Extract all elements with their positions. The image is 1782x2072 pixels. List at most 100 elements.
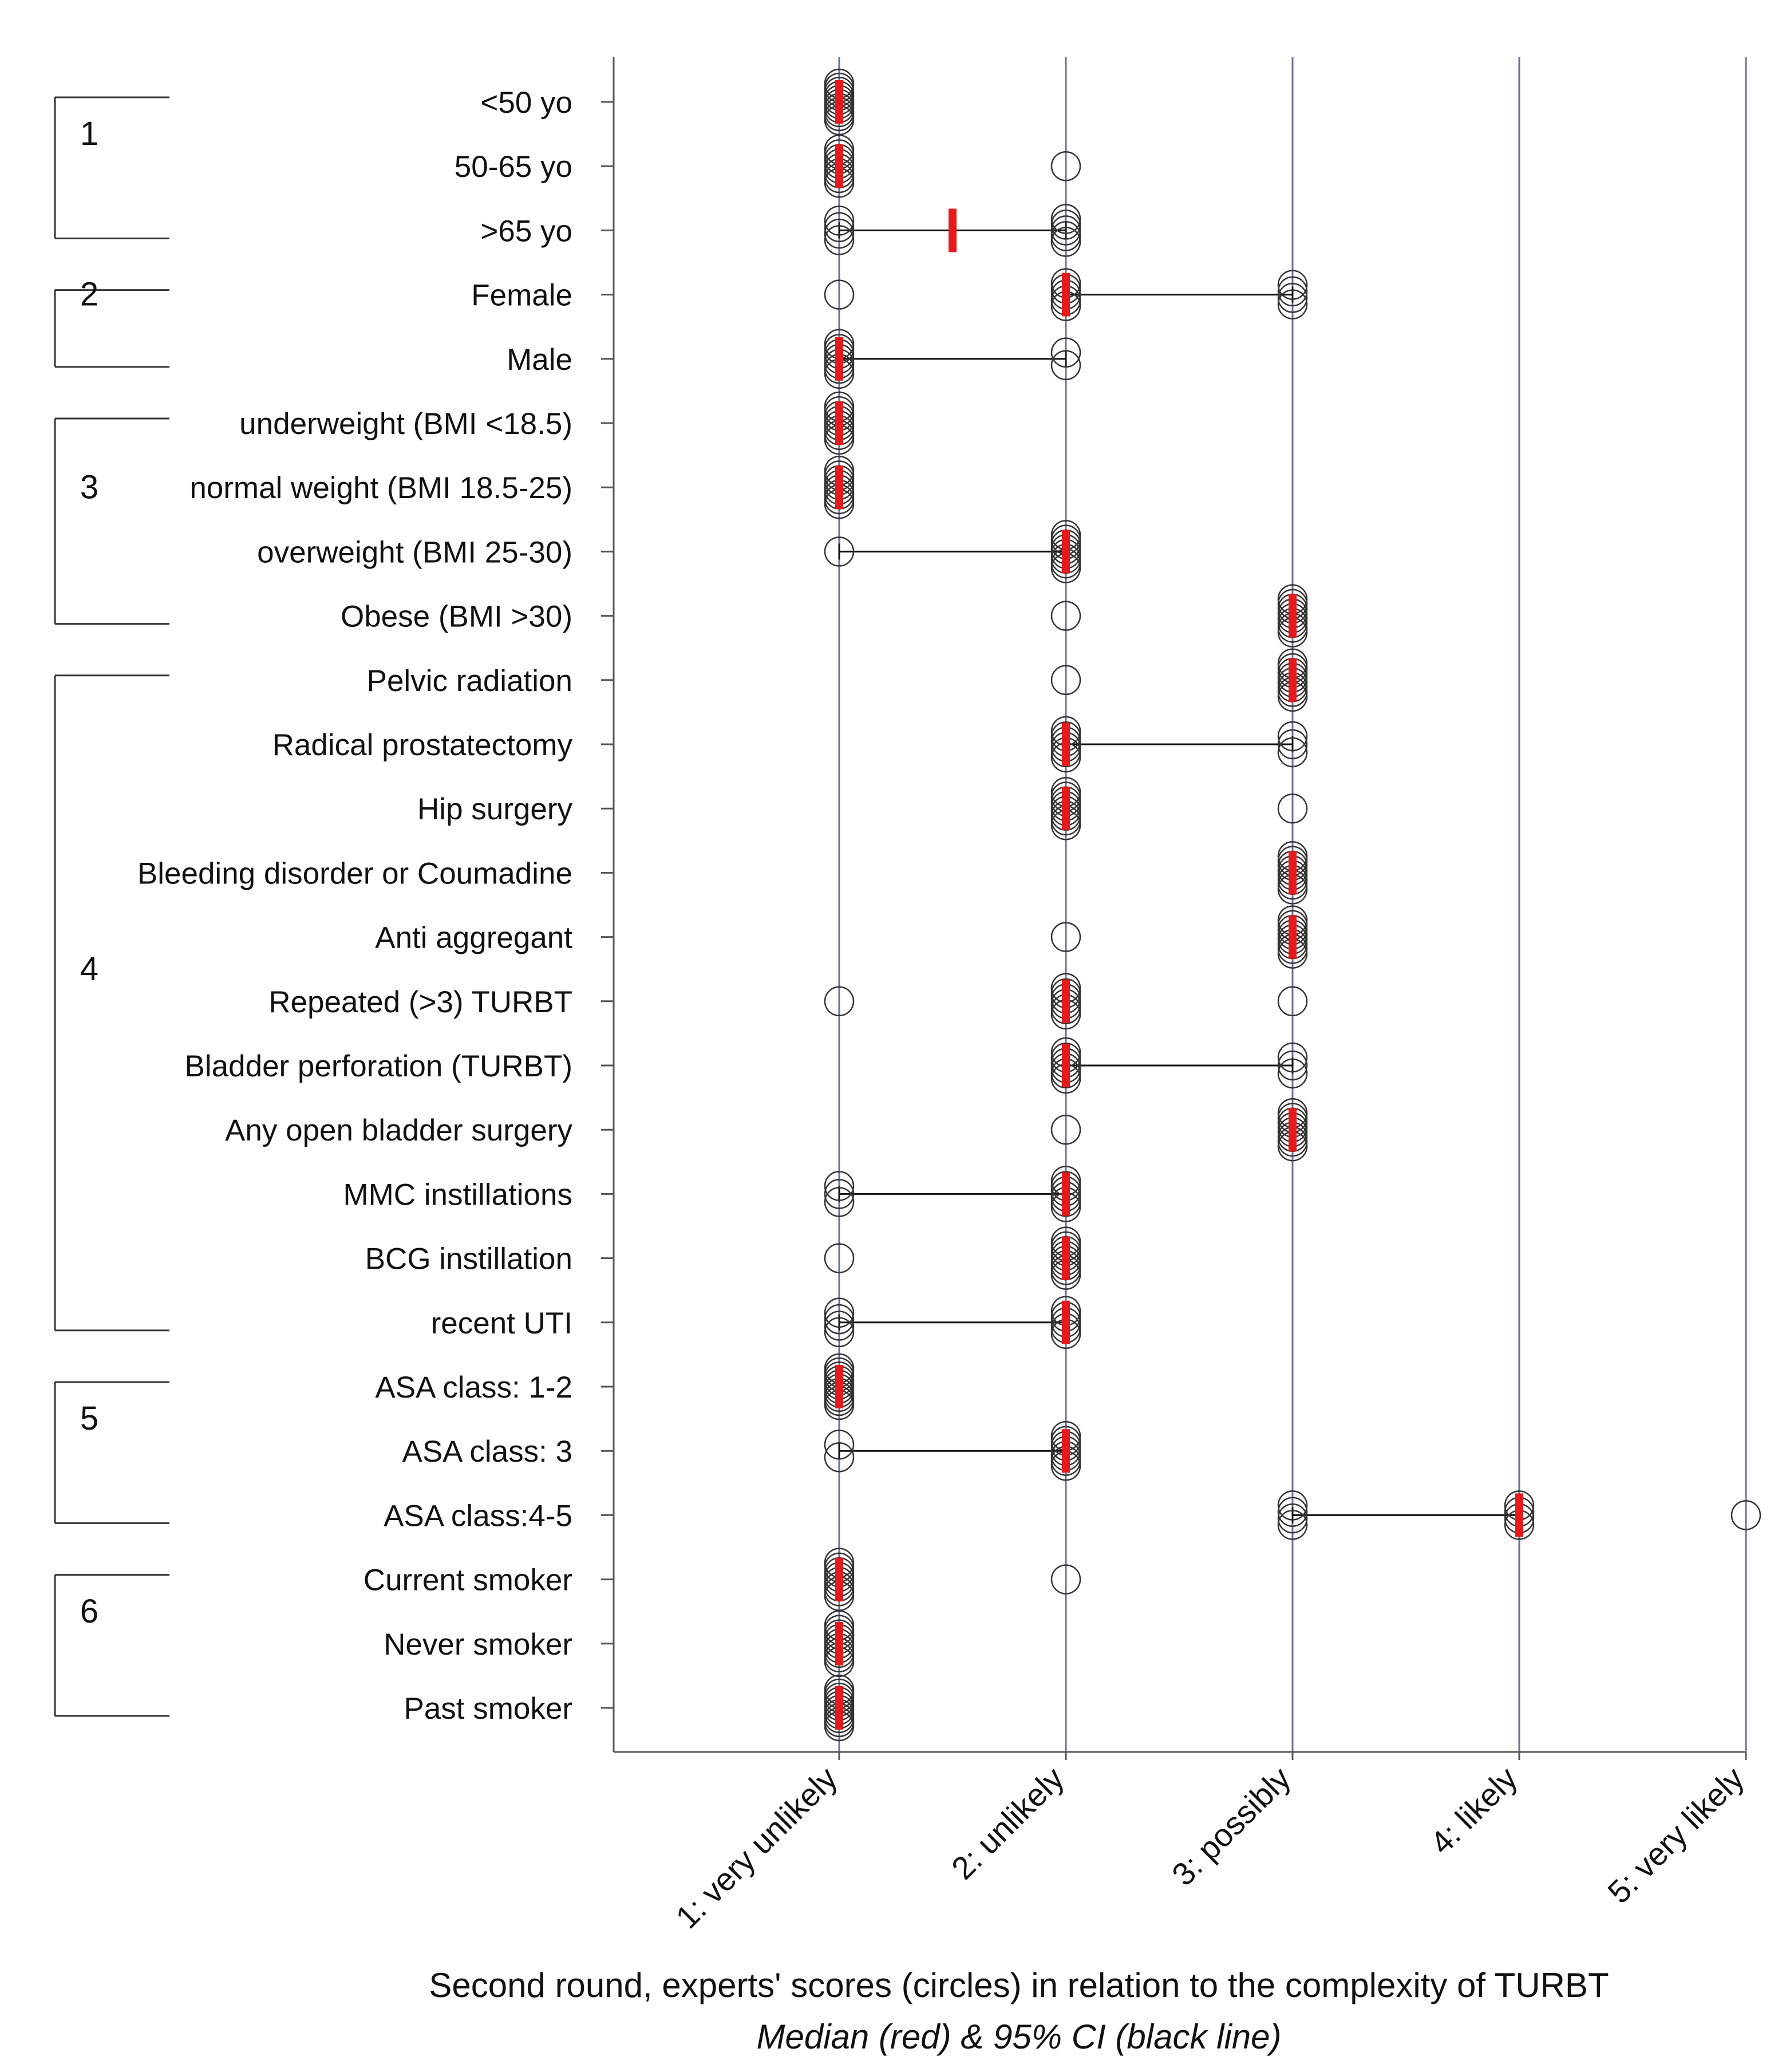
median-marker	[1515, 1493, 1523, 1537]
median-marker	[835, 1621, 843, 1666]
score-circle	[824, 986, 855, 1017]
medians	[835, 80, 1523, 1730]
score-circle	[1730, 1500, 1761, 1530]
score-circle	[824, 279, 855, 310]
row-label: underweight (BMI <18.5)	[239, 407, 572, 441]
row-label: ASA class: 3	[402, 1435, 572, 1469]
row-label: BCG instillation	[365, 1242, 572, 1276]
score-circle	[824, 1442, 855, 1473]
median-marker	[835, 465, 843, 510]
score-circle	[1050, 350, 1081, 381]
score-circle	[824, 212, 855, 242]
score-circle	[1277, 270, 1308, 300]
score-circle	[1277, 283, 1308, 313]
score-circle	[1277, 1042, 1308, 1073]
row-label: Radical prostatectomy	[272, 728, 573, 762]
row-label: recent UTI	[431, 1307, 572, 1340]
row-label: Bleeding disorder or Coumadine	[137, 857, 572, 890]
row-label: Never smoker	[384, 1628, 572, 1661]
score-circle	[824, 218, 855, 249]
median-marker	[1062, 1300, 1070, 1344]
median-marker	[1062, 723, 1070, 766]
row-label: overweight (BMI 25-30)	[257, 535, 572, 569]
row-label: <50 yo	[480, 86, 572, 120]
median-marker	[835, 401, 843, 445]
score-circle	[824, 1187, 855, 1217]
median-marker	[835, 337, 843, 381]
group-number: 5	[80, 1400, 98, 1437]
group-number: 2	[80, 276, 98, 313]
score-circle	[1050, 210, 1081, 240]
group-brackets: 1 2 3 4 5 6	[54, 96, 169, 1717]
score-circle	[824, 1304, 855, 1335]
score-circle	[824, 1171, 855, 1201]
score-circle	[824, 1179, 855, 1209]
axes	[613, 57, 1745, 1753]
row-label: 50-65 yo	[455, 150, 572, 184]
score-circle	[1277, 737, 1308, 768]
row-label: ASA class:4-5	[384, 1499, 572, 1533]
row-label: >65 yo	[480, 214, 572, 248]
row-label: Repeated (>3) TURBT	[268, 985, 572, 1019]
score-circle	[1277, 1510, 1308, 1540]
row-label: Past smoker	[404, 1692, 572, 1726]
chart-title: Second round, experts' scores (circles) …	[429, 1966, 1609, 2004]
row-labels: <50 yo 50-65 yo >65 yo Female Male underweigh…	[137, 86, 614, 1726]
row-label: Bladder perforation (TURBT)	[185, 1049, 572, 1083]
score-circle	[1050, 665, 1081, 696]
score-circle	[1277, 1490, 1308, 1521]
row-label: Anti aggregant	[375, 921, 572, 955]
median-marker	[1062, 1044, 1070, 1087]
score-circle	[1277, 721, 1308, 752]
score-circle	[824, 206, 855, 236]
score-circle	[824, 1243, 855, 1273]
score-circle	[1277, 729, 1308, 760]
row-label: normal weight (BMI 18.5-25)	[189, 471, 572, 505]
group-number: 1	[80, 115, 98, 152]
median-marker	[1289, 1108, 1297, 1152]
score-circle	[824, 1429, 855, 1460]
row-label: MMC instillations	[343, 1178, 572, 1211]
group-number: 6	[80, 1593, 98, 1630]
median-marker	[1062, 787, 1070, 831]
median-marker	[1062, 979, 1070, 1023]
score-circle	[1277, 276, 1308, 307]
row-label: Male	[507, 343, 572, 377]
row-label: Pelvic radiation	[367, 664, 572, 698]
score-circle	[1277, 986, 1308, 1017]
score-circle	[824, 1317, 855, 1348]
score-circle	[1277, 1050, 1308, 1081]
median-marker	[1289, 851, 1297, 895]
median-marker	[1289, 658, 1297, 702]
median-marker	[835, 1365, 843, 1408]
score-circle	[1050, 1564, 1081, 1595]
median-marker	[1062, 1236, 1070, 1280]
score-circle	[1050, 922, 1081, 952]
score-circle	[824, 1311, 855, 1341]
chart-subtitle: Median (red) & 95% CI (black line)	[756, 2018, 1281, 2056]
median-marker	[1062, 1429, 1070, 1473]
row-label: Any open bladder surgery	[225, 1114, 572, 1147]
score-circle	[824, 1297, 855, 1328]
group-number: 4	[80, 950, 98, 988]
score-circle	[1050, 221, 1081, 251]
score-circle	[1050, 215, 1081, 246]
score-circle	[1277, 1497, 1308, 1527]
row-label: Obese (BMI >30)	[341, 600, 572, 634]
score-circle	[1050, 601, 1081, 631]
score-circle	[1050, 151, 1081, 181]
row-label: Female	[471, 279, 572, 313]
median-marker	[1062, 530, 1070, 574]
score-circle	[1050, 204, 1081, 234]
median-marker	[835, 144, 843, 188]
score-circle	[1277, 793, 1308, 824]
ci-lines	[838, 222, 1520, 1524]
score-circle	[824, 536, 855, 567]
row-label: ASA class: 1-2	[375, 1371, 572, 1404]
score-circle	[1277, 289, 1308, 319]
median-marker	[1289, 594, 1297, 638]
score-circle	[1277, 1503, 1308, 1534]
row-label: Current smoker	[363, 1564, 572, 1597]
median-marker	[949, 208, 957, 252]
score-circle	[1050, 337, 1081, 368]
